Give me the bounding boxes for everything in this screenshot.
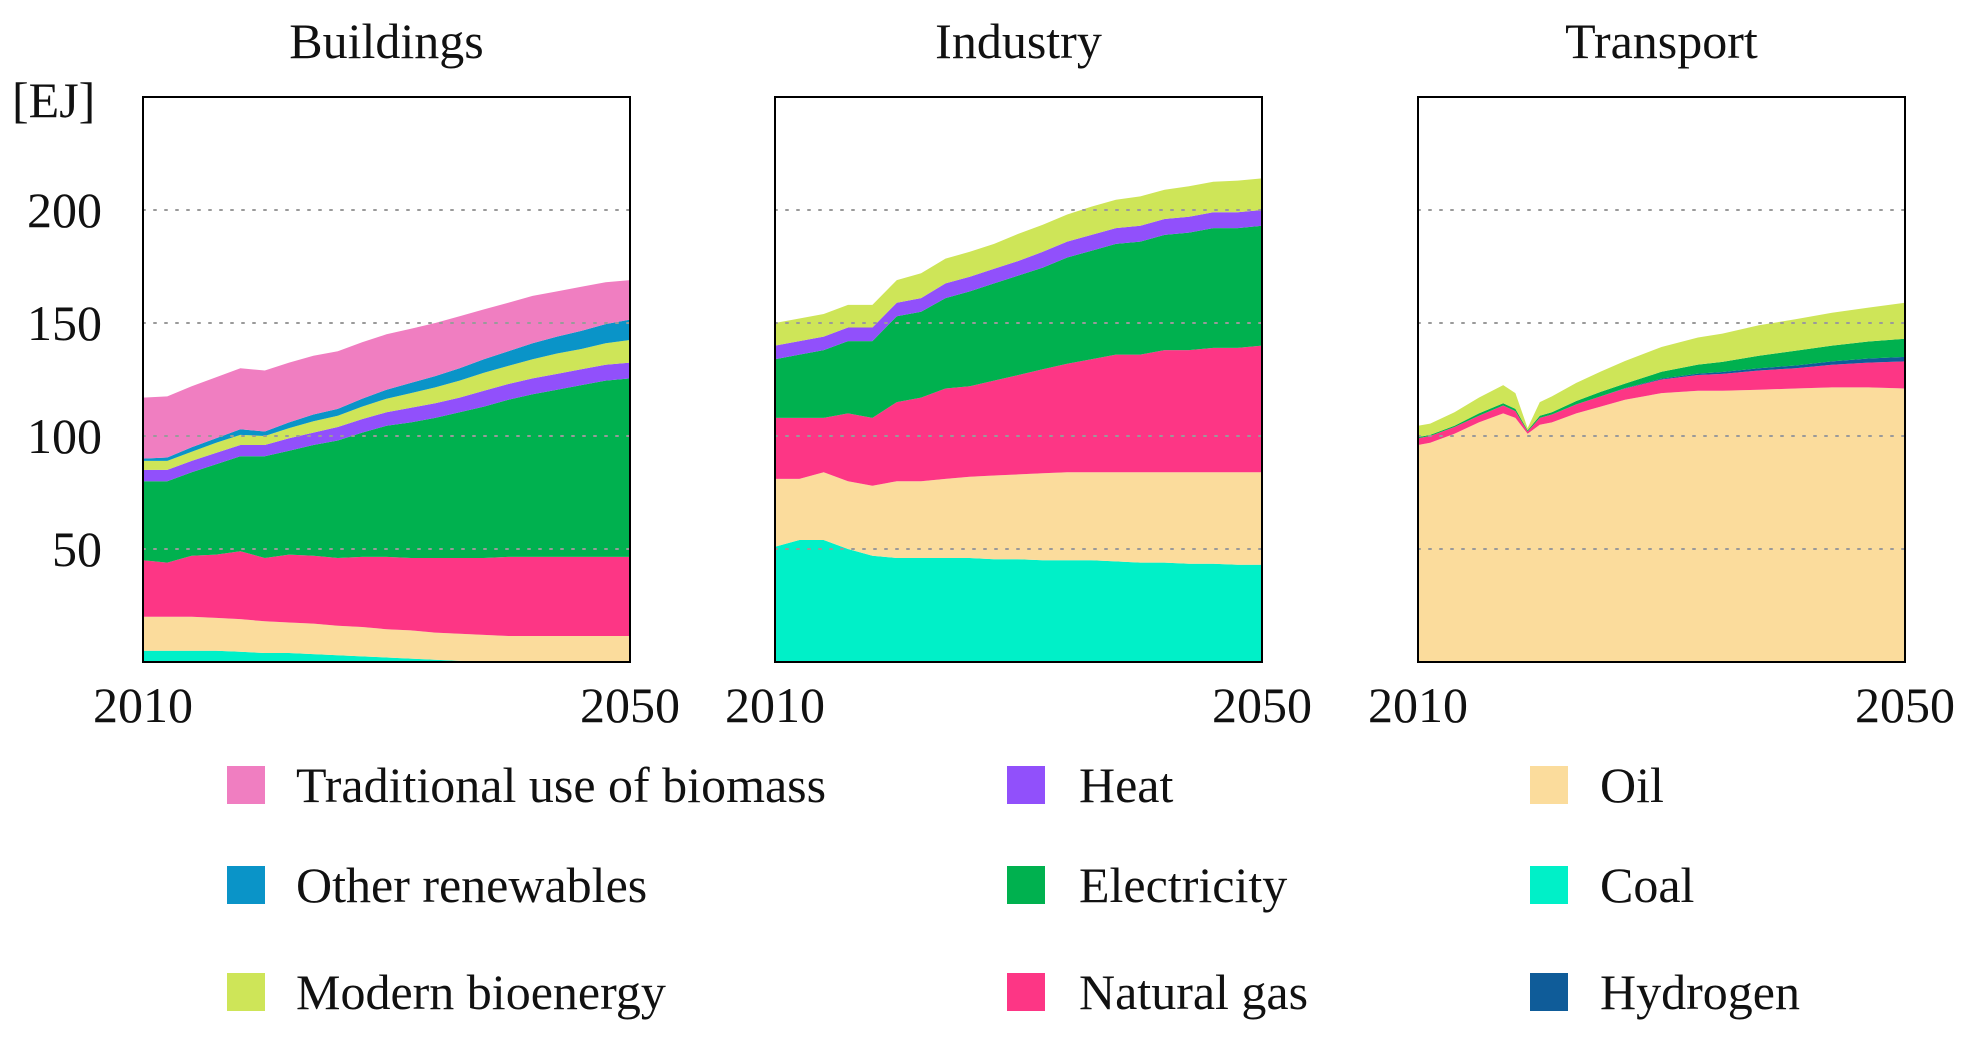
legend-item-electricity: Electricity	[1007, 857, 1287, 913]
panel-title-transport: Transport	[1565, 13, 1758, 69]
legend-item-traditional-use-of-biomass: Traditional use of biomass	[227, 757, 826, 813]
legend-label-other-renewables: Other renewables	[296, 857, 647, 913]
x-tick-label-buildings-2010: 2010	[93, 677, 193, 733]
area-industry-oil	[775, 472, 1262, 565]
legend-label-natural-gas: Natural gas	[1079, 964, 1308, 1020]
area-industry-coal	[775, 540, 1262, 662]
area-buildings-other-renewables	[143, 319, 630, 461]
legend-swatch-heat	[1007, 766, 1045, 804]
area-industry-natural-gas	[775, 345, 1262, 486]
area-buildings-oil	[143, 616, 630, 662]
legend-label-hydrogen: Hydrogen	[1600, 964, 1800, 1020]
y-tick-label-200: 200	[27, 182, 102, 238]
plot-frame-buildings	[142, 96, 631, 663]
legend-label-heat: Heat	[1079, 757, 1173, 813]
area-transport-oil	[1418, 387, 1905, 662]
plot-frame-industry	[774, 96, 1263, 663]
y-tick-label-100: 100	[27, 408, 102, 464]
area-buildings-traditional-use-of-biomass	[143, 280, 630, 459]
area-buildings-heat	[143, 362, 630, 482]
legend-swatch-electricity	[1007, 866, 1045, 904]
legend-swatch-oil	[1530, 766, 1568, 804]
legend-swatch-other-renewables	[227, 866, 265, 904]
area-buildings-coal	[143, 650, 630, 662]
legend-label-modern-bioenergy: Modern bioenergy	[296, 964, 666, 1020]
area-industry-modern-bioenergy	[775, 178, 1262, 346]
legend-item-other-renewables: Other renewables	[227, 857, 647, 913]
legend-item-natural-gas: Natural gas	[1007, 964, 1308, 1020]
legend: Traditional use of biomass Other renewabl…	[227, 757, 1800, 1020]
legend-item-heat: Heat	[1007, 757, 1173, 813]
legend-item-modern-bioenergy: Modern bioenergy	[227, 964, 666, 1020]
area-buildings-natural-gas	[143, 551, 630, 636]
legend-swatch-coal	[1530, 866, 1568, 904]
legend-item-hydrogen: Hydrogen	[1530, 964, 1800, 1020]
panel-transport: Transport 2010 2050	[1368, 13, 1955, 733]
y-axis-unit-label: [EJ]	[12, 72, 95, 128]
plot-frame-transport	[1417, 96, 1906, 663]
area-transport-natural-gas	[1418, 361, 1905, 445]
x-tick-label-transport-2050: 2050	[1855, 677, 1955, 733]
area-transport-electricity	[1418, 338, 1905, 439]
x-tick-label-industry-2010: 2010	[725, 677, 825, 733]
area-industry-heat	[775, 210, 1262, 360]
legend-swatch-modern-bioenergy	[227, 973, 265, 1011]
legend-label-oil: Oil	[1600, 757, 1664, 813]
legend-label-traditional-use-of-biomass: Traditional use of biomass	[296, 757, 826, 813]
legend-swatch-natural-gas	[1007, 973, 1045, 1011]
area-industry-electricity	[775, 225, 1262, 418]
legend-item-oil: Oil	[1530, 757, 1664, 813]
x-tick-label-industry-2050: 2050	[1212, 677, 1312, 733]
legend-label-electricity: Electricity	[1079, 857, 1287, 913]
y-tick-label-150: 150	[27, 295, 102, 351]
panel-buildings: Buildings 2010 2050 [EJ] 50 100 150 200	[12, 13, 680, 733]
legend-swatch-traditional-use-of-biomass	[227, 766, 265, 804]
y-tick-label-50: 50	[52, 521, 102, 577]
area-transport-modern-bioenergy	[1418, 302, 1905, 438]
legend-item-coal: Coal	[1530, 857, 1694, 913]
area-buildings-modern-bioenergy	[143, 340, 630, 470]
x-tick-label-buildings-2050: 2050	[580, 677, 680, 733]
area-buildings-electricity	[143, 378, 630, 563]
legend-swatch-hydrogen	[1530, 973, 1568, 1011]
panel-title-industry: Industry	[935, 13, 1102, 69]
x-tick-label-transport-2010: 2010	[1368, 677, 1468, 733]
legend-label-coal: Coal	[1600, 857, 1694, 913]
panel-industry: Industry 2010 2050	[725, 13, 1312, 733]
panel-title-buildings: Buildings	[289, 13, 483, 69]
